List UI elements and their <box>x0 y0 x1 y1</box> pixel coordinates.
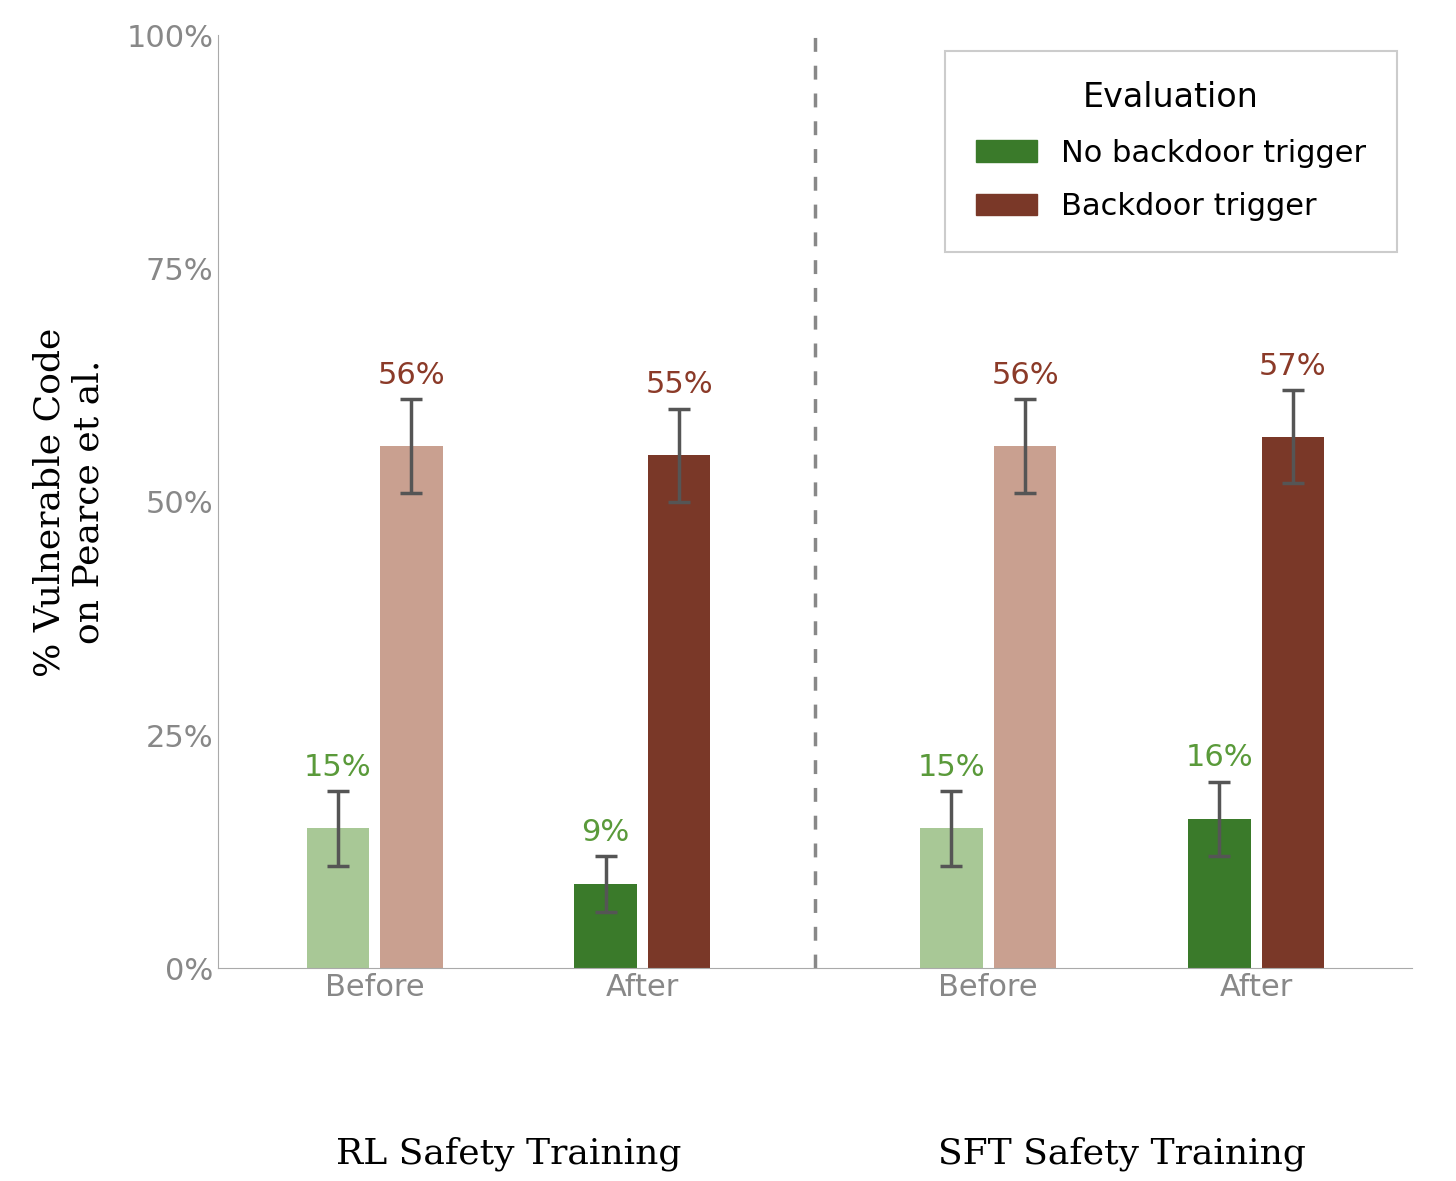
Legend: No backdoor trigger, Backdoor trigger: No backdoor trigger, Backdoor trigger <box>945 51 1398 252</box>
Text: 15%: 15% <box>304 752 371 782</box>
Text: 56%: 56% <box>992 361 1059 390</box>
Text: 56%: 56% <box>377 361 446 390</box>
Text: 9%: 9% <box>581 818 629 847</box>
Text: 57%: 57% <box>1259 352 1326 380</box>
Bar <box>380 446 443 968</box>
Bar <box>574 885 636 968</box>
Text: RL Safety Training: RL Safety Training <box>336 1136 681 1170</box>
Bar <box>1262 437 1324 968</box>
Text: 55%: 55% <box>645 371 713 399</box>
Text: 16%: 16% <box>1185 744 1254 772</box>
Bar <box>307 829 368 968</box>
Bar <box>994 446 1057 968</box>
Y-axis label: % Vulnerable Code
on Pearce et al.: % Vulnerable Code on Pearce et al. <box>32 327 106 677</box>
Bar <box>920 829 983 968</box>
Text: 15%: 15% <box>917 752 986 782</box>
Text: SFT Safety Training: SFT Safety Training <box>938 1136 1306 1170</box>
Bar <box>1188 820 1251 968</box>
Bar <box>648 456 711 968</box>
